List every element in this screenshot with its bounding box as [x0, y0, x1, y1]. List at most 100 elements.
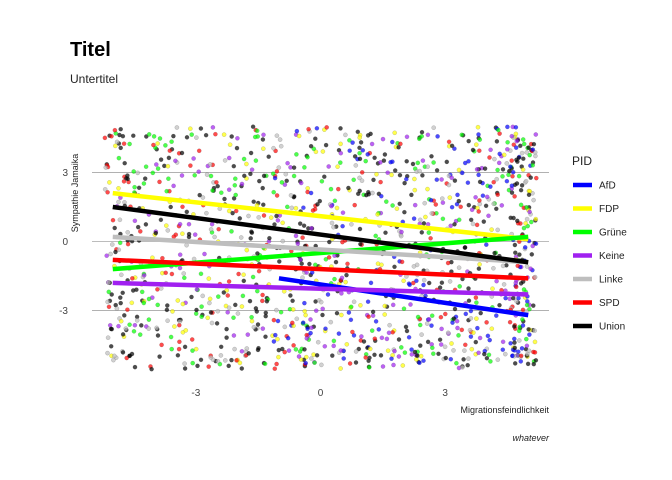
scatter-point [110, 217, 116, 223]
scatter-point [476, 266, 482, 272]
scatter-point [186, 234, 192, 240]
scatter-point [150, 255, 155, 261]
scatter-point [135, 224, 141, 230]
scatter-point [510, 295, 516, 301]
scatter-point [350, 329, 355, 335]
scatter-point [210, 125, 216, 130]
scatter-point [428, 197, 434, 203]
scatter-point [477, 198, 482, 203]
scatter-point [434, 177, 440, 182]
scatter-point [301, 223, 307, 228]
scatter-point [451, 348, 456, 353]
scatter-point [323, 326, 328, 332]
scatter-point [173, 158, 178, 164]
scatter-point [531, 197, 536, 203]
scatter-point [246, 213, 251, 219]
scatter-point [276, 354, 281, 360]
scatter-point [501, 282, 507, 287]
scatter-point [474, 222, 480, 228]
scatter-point [523, 220, 528, 226]
scatter-point [526, 326, 531, 332]
y-tick-label: 3 [62, 168, 68, 179]
scatter-point [127, 322, 132, 328]
scatter-point [488, 359, 493, 364]
scatter-point [434, 168, 440, 173]
scatter-point [430, 351, 436, 357]
scatter-point [198, 271, 204, 277]
scatter-point [358, 302, 363, 308]
scatter-point [477, 335, 483, 341]
scatter-point [208, 173, 214, 179]
scatter-point [465, 362, 471, 368]
scatter-point [389, 139, 395, 145]
scatter-point [359, 334, 364, 339]
scatter-point [194, 307, 199, 313]
scatter-point [375, 212, 380, 217]
scatter-point [333, 259, 339, 265]
scatter-point [216, 226, 221, 232]
scatter-point [293, 233, 299, 239]
scatter-point [439, 196, 445, 201]
scatter-point [229, 357, 234, 363]
scatter-point [255, 251, 260, 256]
scatter-point [121, 179, 127, 184]
scatter-point [491, 179, 497, 185]
scatter-point [311, 146, 317, 152]
legend-label: Union [599, 322, 625, 333]
scatter-point [194, 287, 200, 292]
scatter-point [525, 361, 531, 367]
scatter-point [165, 163, 171, 169]
scatter-point [442, 344, 448, 350]
scatter-point [159, 342, 164, 348]
scatter-point [357, 156, 363, 162]
scatter-point [122, 313, 127, 318]
scatter-point [308, 317, 313, 322]
scatter-point [482, 166, 488, 171]
scatter-point [358, 140, 364, 145]
scatter-point [531, 361, 537, 367]
scatter-point [527, 209, 532, 215]
scatter-point [248, 150, 254, 156]
scatter-point [238, 235, 244, 240]
scatter-point [340, 223, 345, 229]
scatter-point [214, 321, 220, 326]
scatter-point [521, 225, 527, 231]
scatter-point [299, 261, 305, 267]
scatter-point [449, 204, 455, 210]
scatter-point [290, 307, 296, 312]
scatter-point [137, 229, 143, 234]
scatter-point [208, 227, 214, 232]
scatter-point [303, 360, 309, 366]
scatter-point [179, 150, 185, 156]
scatter-point [418, 353, 424, 359]
scatter-point [312, 136, 318, 141]
scatter-point [433, 202, 439, 207]
scatter-point [153, 230, 159, 236]
scatter-point [192, 232, 198, 237]
scatter-point [108, 251, 113, 257]
scatter-point [398, 345, 404, 350]
scatter-point [114, 306, 120, 311]
scatter-point [365, 152, 371, 157]
scatter-point [205, 315, 210, 321]
scatter-point [323, 256, 329, 262]
scatter-point [309, 225, 314, 231]
scatter-point [401, 306, 407, 312]
scatter-point [338, 150, 344, 156]
scatter-point [127, 353, 132, 359]
scatter-point [103, 165, 109, 170]
scatter-point [254, 309, 260, 314]
scatter-point [529, 252, 535, 257]
scatter-point [514, 181, 520, 186]
scatter-point [356, 346, 362, 352]
scatter-point [425, 339, 431, 345]
scatter-point [175, 298, 181, 303]
scatter-point [508, 340, 513, 346]
scatter-point [284, 178, 290, 184]
scatter-point [403, 324, 409, 330]
scatter-point [141, 272, 147, 278]
scatter-point [120, 290, 125, 296]
scatter-point [335, 164, 340, 169]
scatter-point [365, 189, 371, 195]
scatter-point [372, 352, 377, 358]
